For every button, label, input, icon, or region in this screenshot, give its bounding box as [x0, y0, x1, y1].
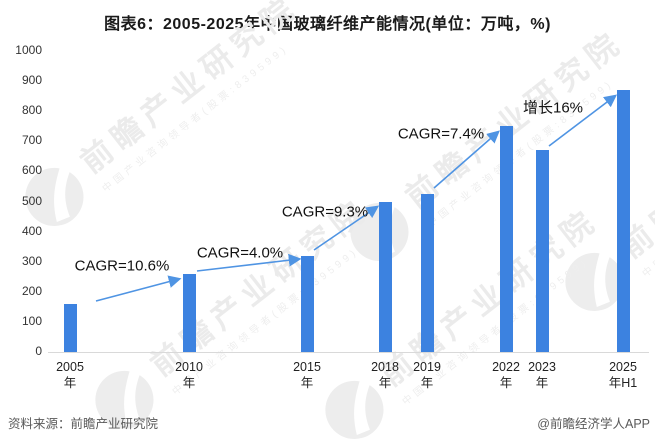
- trend-arrow: [95, 275, 182, 302]
- y-tick-label: 400: [21, 223, 42, 238]
- x-tick-label-2015: 2015 年: [293, 360, 321, 390]
- y-tick-label: 0: [35, 344, 42, 358]
- x-tick-label-2005: 2005 年: [56, 360, 84, 390]
- y-tick-label: 800: [21, 103, 42, 118]
- y-tick-label: 300: [21, 253, 42, 268]
- bar-2023年: [535, 150, 549, 352]
- trend-arrow: [196, 253, 302, 272]
- x-tick-label-2019: 2019 年: [413, 360, 441, 390]
- annotation-label: CAGR=4.0%: [196, 244, 284, 262]
- y-tick-label: 700: [21, 133, 42, 148]
- credit-note: @前瞻经济学人APP: [537, 417, 650, 431]
- trend-arrow: [548, 94, 618, 147]
- annotation-label: CAGR=10.6%: [74, 257, 170, 275]
- x-tick-label-2023: 2023 年: [528, 360, 556, 390]
- x-tick-label-2010: 2010 年: [175, 360, 203, 390]
- bar-2022年: [499, 126, 513, 352]
- bar-2019年: [420, 193, 434, 352]
- y-tick-label: 900: [21, 73, 42, 88]
- x-tick-label-2022: 2022 年: [492, 360, 520, 390]
- x-tick-label-2025: 2025 年H1: [608, 360, 638, 390]
- annotation-label: CAGR=7.4%: [397, 125, 485, 143]
- annotation-label: CAGR=9.3%: [281, 203, 369, 221]
- chart-title: 图表6：2005-2025年中国玻璃纤维产能情况(单位：万吨，%): [104, 16, 551, 33]
- y-tick-label: 1000: [15, 43, 42, 57]
- bar-2015年: [300, 255, 314, 352]
- annotation-label: 增长16%: [522, 99, 584, 117]
- bar-2005年: [63, 303, 77, 352]
- trend-arrow: [433, 130, 500, 189]
- y-tick-label: 200: [21, 283, 42, 298]
- x-axis-line: [48, 352, 649, 353]
- bar-2010年: [182, 273, 196, 352]
- y-tick-label: 100: [21, 313, 42, 328]
